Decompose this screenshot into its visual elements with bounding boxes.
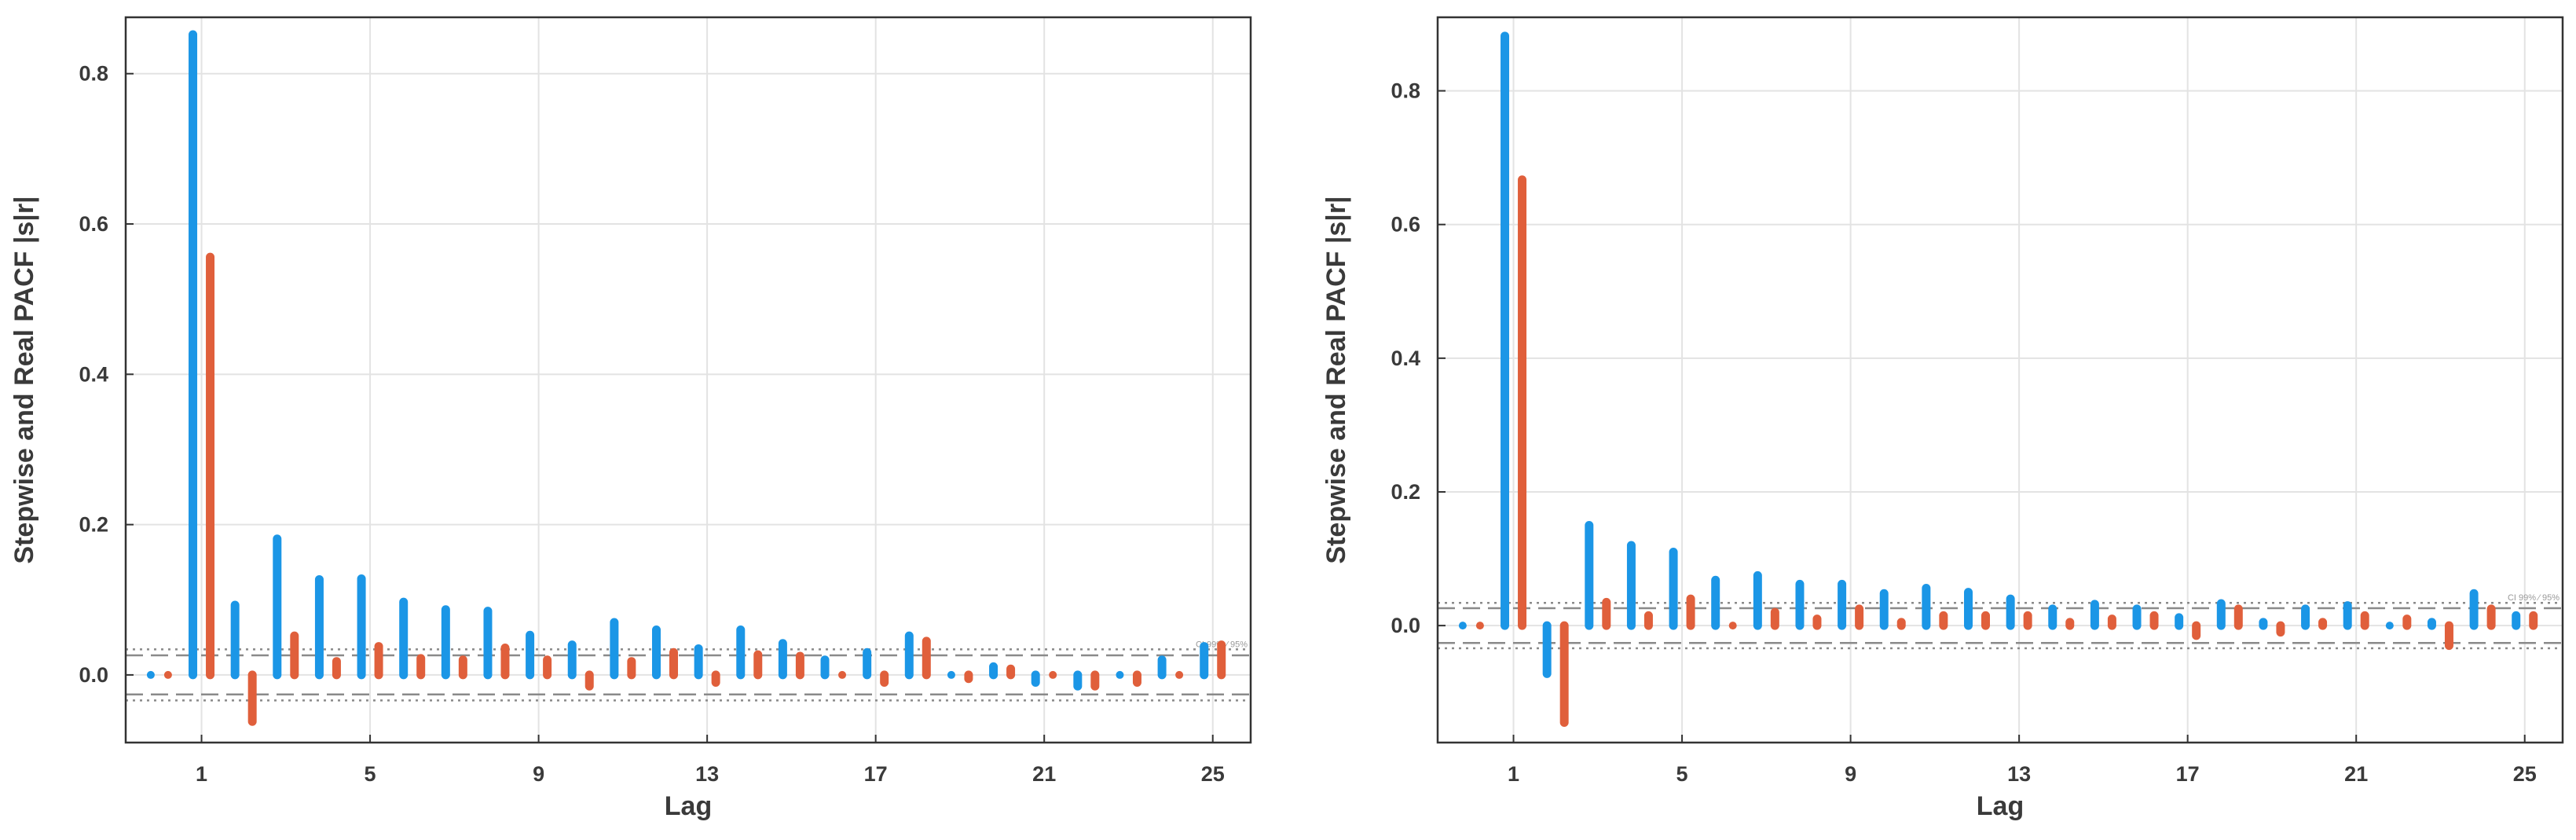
stepwise-bar-lag-22 (2385, 622, 2394, 630)
y-tick-label: 0.8 (79, 62, 108, 86)
y-tick-label: 0.4 (1391, 347, 1420, 370)
x-tick-label: 13 (695, 762, 719, 786)
x-axis-title: Lag (1977, 791, 2024, 821)
x-axis-title: Lag (665, 791, 712, 821)
x-tick-label: 17 (2176, 762, 2200, 786)
ci-label: CI 99% ⁄ 95% (2508, 593, 2560, 603)
x-tick-label: 5 (365, 762, 376, 786)
real-bar-lag-0 (1475, 622, 1484, 630)
stepwise-bar-lag-0 (146, 670, 155, 679)
x-tick-label: 1 (196, 762, 207, 786)
plot-frame (124, 16, 1252, 744)
stepwise-bar-lag-0 (1458, 622, 1467, 630)
y-tick-label: 0.8 (1391, 79, 1420, 103)
y-tick-label: 0.2 (1391, 480, 1420, 504)
stepwise-bar-lag-19 (947, 670, 955, 679)
y-tick-label: 0.6 (1391, 213, 1420, 237)
x-tick-label: 17 (864, 762, 888, 786)
real-bar-lag-24 (1175, 670, 1184, 679)
x-tick-label: 13 (2007, 762, 2031, 786)
y-tick-label: 0.4 (79, 362, 108, 386)
x-tick-label: 9 (1845, 762, 1856, 786)
x-tick-label: 25 (1201, 762, 1225, 786)
plot-area (126, 17, 1251, 743)
y-axis-title: Stepwise and Real PACF |s|r| (1321, 196, 1351, 563)
stepwise-bar-lag-23 (1116, 670, 1124, 679)
real-bar-lag-0 (163, 670, 172, 679)
x-tick-label: 21 (2344, 762, 2368, 786)
real-bar-lag-6 (1728, 622, 1737, 630)
x-tick-label: 5 (1676, 762, 1688, 786)
y-axis-title: Stepwise and Real PACF |s|r| (9, 196, 39, 563)
x-tick-label: 1 (1508, 762, 1519, 786)
x-tick-label: 25 (2513, 762, 2537, 786)
real-bar-lag-21 (1049, 670, 1057, 679)
chart-left: CI 99% ⁄ 95%1 5 9 13 17 21 250.00.20.40.60.8La… (9, 16, 1252, 821)
y-tick-label: 0.6 (79, 212, 108, 236)
y-tick-label: 0.0 (1391, 614, 1420, 637)
plot-frame (1436, 16, 2564, 744)
y-tick-label: 0.0 (79, 663, 108, 687)
x-tick-label: 9 (533, 762, 544, 786)
real-bar-lag-16 (838, 670, 847, 679)
y-tick-label: 0.2 (79, 513, 108, 537)
plot-area (1438, 17, 2563, 743)
x-tick-label: 21 (1032, 762, 1056, 786)
chart-right: CI 99% ⁄ 95% 1 5 9 13 17 21 25 0.0 0.2 0.4 0.6 0.8 La… (1321, 16, 2564, 821)
